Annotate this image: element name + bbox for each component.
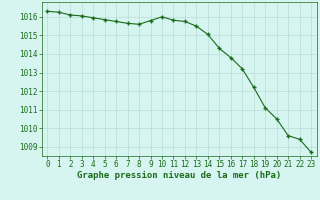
X-axis label: Graphe pression niveau de la mer (hPa): Graphe pression niveau de la mer (hPa) (77, 171, 281, 180)
